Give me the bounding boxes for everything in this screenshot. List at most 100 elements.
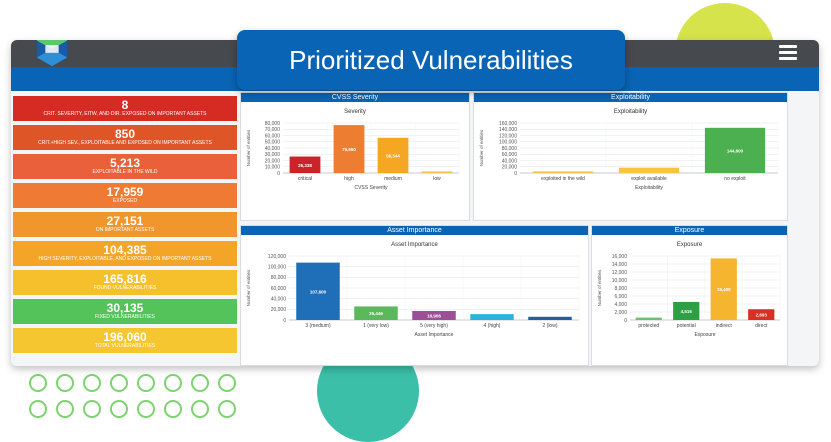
x-tick-label: 1 (very low) [363,323,389,329]
tile-caption: FOUND VULNERABILITIES [93,285,157,291]
x-tick-label: 2 (low) [542,323,557,329]
y-tick-label: 40,000 [502,158,518,164]
y-tick-label: 80,000 [265,121,281,127]
hamburger-menu-icon[interactable] [779,45,797,63]
bar [421,171,453,173]
data-label: 26,338 [298,163,312,168]
tile-value: 165,816 [103,272,147,286]
y-tick-label: 70,000 [265,127,281,133]
bar [704,127,766,173]
chart-title: Severity [344,109,366,115]
data-label: 25,446 [369,311,383,316]
data-label: 76,650 [342,147,356,152]
x-axis-label: CVSS Severity [354,185,388,191]
bar [618,167,680,173]
bar [532,171,594,173]
summary-tile[interactable]: 8 CRIT. SEVERITY, EITW, AND DIR. EXPOSED … [13,96,237,121]
bar [333,125,365,173]
y-tick-label: 4,000 [614,302,627,308]
y-tick-label: 80,000 [271,275,287,281]
y-tick-label: 120,000 [499,133,517,139]
tile-value: 30,135 [106,301,144,315]
x-tick-label: 4 (high) [484,323,501,329]
decorative-ring [218,374,236,392]
data-label: 144,600 [727,148,744,153]
exploitability-panel: Exploitability Exploitability 0 20,000 40,… [473,92,788,221]
summary-tile[interactable]: 104,385 HIGH SEVERITY, EXPLOITABLE, AND E… [13,241,237,266]
cvss-severity-chart: 010,00020,00030,00040,00050,00060,00070,… [246,121,460,191]
y-tick-label: 140,000 [499,127,517,133]
x-tick-label: potential [677,323,696,329]
chart-title: Exposure [676,242,703,248]
y-tick-label: 100,000 [268,264,286,270]
tile-caption: FIXED VULNERABILITIES [95,314,155,320]
decorative-ring [29,374,47,392]
tile-value: 8 [121,98,129,112]
decorative-ring [191,400,209,418]
exposure-chart: 0 2,000 4,000 6,000 8,000 10,000 12,000 14,000 1… [597,254,781,338]
tile-value: 850 [114,127,136,141]
summary-tile[interactable]: 17,959 EXPOSED [13,183,237,208]
x-axis-label: Exploitability [635,185,663,191]
bar [412,310,456,320]
tile-caption: TOTAL VULNERABILITIES [94,343,156,349]
y-tick-label: 120,000 [268,254,286,260]
exploitability-chart: 020,00040,00060,00080,000100,000120,0001… [479,121,779,191]
data-label: 16,906 [427,313,441,318]
cvss-severity-panel: CVSS Severity Severity 0 10,000 20,000 30,0… [240,92,470,221]
chart-title: Asset Importance [391,242,438,248]
dashboard-window: CVSS Severity Severity 0 10,000 20,000 30,0… [11,40,819,366]
bar [377,137,409,173]
y-tick-label: 16,000 [612,254,628,260]
summary-tile[interactable]: 196,060 TOTAL VULNERABILITIES [13,328,237,353]
bar [673,301,700,320]
summary-tile[interactable]: 27,151 ON IMPORTANT ASSETS [13,212,237,237]
decorative-ring [83,374,101,392]
decorative-ring [137,400,155,418]
x-tick-label: high [344,176,354,182]
decorative-ring [110,374,128,392]
bar [354,306,398,320]
decorative-ring [164,374,182,392]
tile-caption: EXPOSED [112,198,138,204]
summary-tile[interactable]: 850 CRIT.+HIGH SEV., EXPLOITABLE AND EXPO… [13,125,237,150]
y-tick-label: 20,000 [271,307,287,313]
decorative-ring [29,400,47,418]
decorative-ring [56,374,74,392]
y-tick-label: 2,000 [614,310,627,316]
summary-tile[interactable]: 30,135 FIXED VULNERABILITIES [13,299,237,324]
summary-tile[interactable]: 5,213 EXPLOITABLE IN THE WILD [13,154,237,179]
asset-importance-chart: 0 20,000 40,000 60,000 80,000 100,000 120,000 1… [246,254,580,338]
tile-value: 196,060 [103,330,147,344]
asset-importance-panel: Asset Importance Asset Importance 0 20,00… [240,225,589,366]
x-tick-label: 3 (medium) [305,323,331,329]
y-tick-label: 8,000 [614,286,627,292]
bar [710,258,737,320]
panel-header: CVSS Severity [241,93,469,102]
decorative-ring [56,400,74,418]
y-axis-label: Number of entities [597,269,602,306]
x-tick-label: indirect [716,323,733,329]
y-tick-label: 20,000 [265,158,281,164]
y-tick-label: 0 [624,318,627,324]
bar [296,262,340,320]
y-tick-label: 60,000 [502,152,518,158]
decorative-ring-grid [29,374,245,418]
summary-tile[interactable]: 165,816 FOUND VULNERABILITIES [13,270,237,295]
y-tick-label: 30,000 [265,152,281,158]
tile-caption: CRIT. SEVERITY, EITW, AND DIR. EXPOSED O… [43,111,207,117]
y-tick-label: 100,000 [499,140,517,146]
tile-value: 27,151 [106,214,144,228]
bar [528,316,572,320]
data-label: 107,600 [310,289,327,294]
y-tick-label: 14,000 [612,262,628,268]
y-tick-label: 60,000 [265,133,281,139]
tile-caption: HIGH SEVERITY, EXPLOITABLE, AND EXPOSED … [38,256,212,262]
bar [635,317,662,320]
page-title: Prioritized Vulnerabilities [237,30,625,90]
x-tick-label: protected [638,323,659,329]
decorative-ring [218,400,236,418]
x-tick-label: exploited in the wild [541,176,585,182]
y-tick-label: 60,000 [271,286,287,292]
y-tick-label: 10,000 [612,278,628,284]
